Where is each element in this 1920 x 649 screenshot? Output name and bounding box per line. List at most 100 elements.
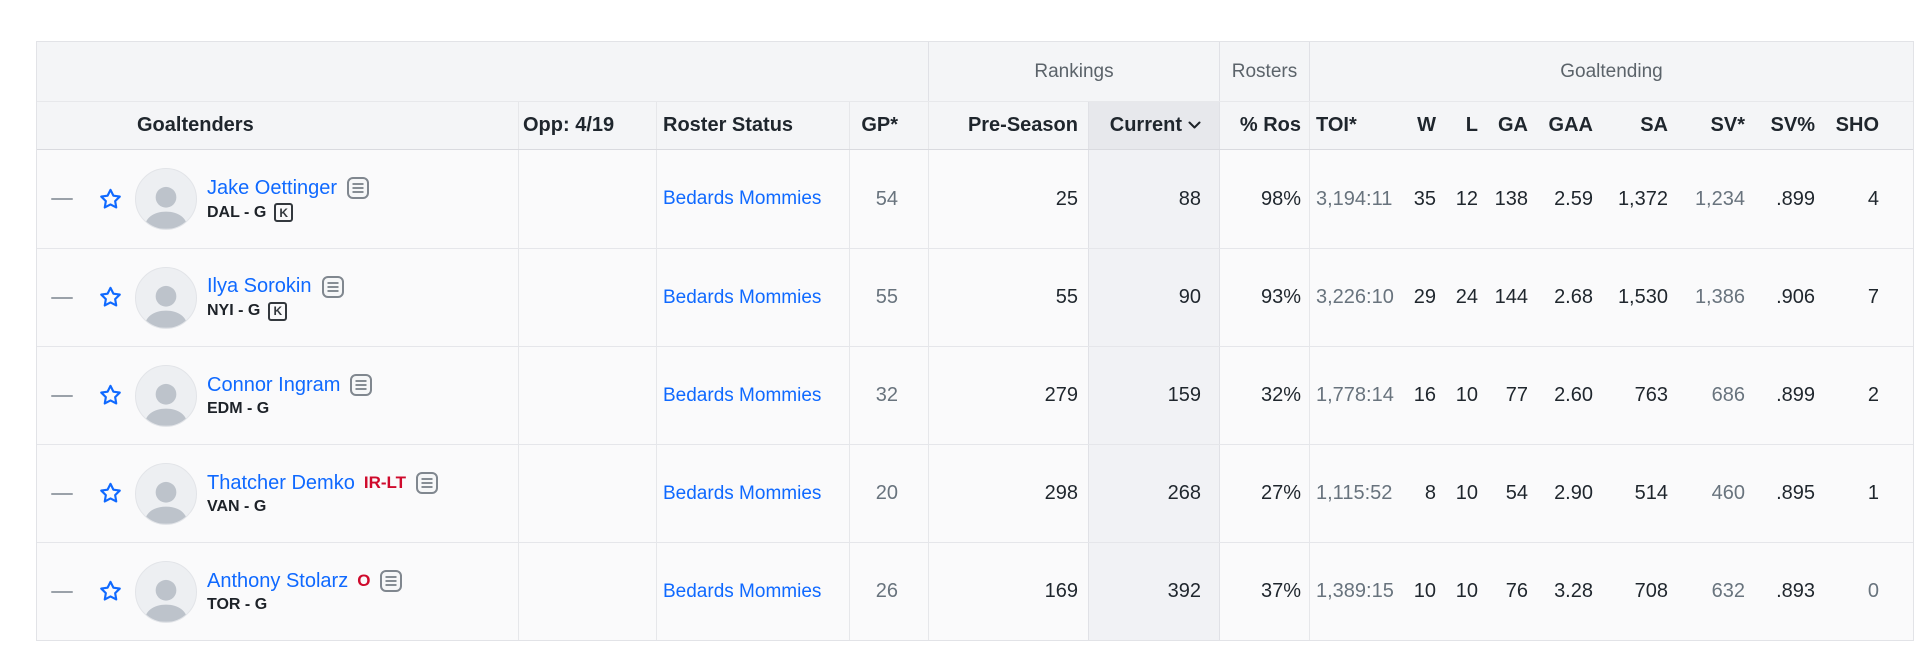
toi-value: 1,115:52 xyxy=(1316,482,1393,504)
player-note-button[interactable] xyxy=(415,471,439,495)
opponent-cell xyxy=(519,445,657,542)
watchlist-star-button[interactable] xyxy=(97,284,124,311)
gp-value: 32 xyxy=(850,347,929,444)
goals-against-value: 77 xyxy=(1505,384,1528,406)
losses-value: 10 xyxy=(1455,580,1478,602)
person-silhouette-icon xyxy=(144,285,188,328)
star-icon xyxy=(100,384,121,405)
drop-cell xyxy=(37,347,95,444)
roster-status-cell: Bedards Mommies xyxy=(657,347,850,444)
player-headshot[interactable] xyxy=(135,364,197,427)
star-icon xyxy=(100,482,121,503)
person-silhouette-icon xyxy=(144,579,188,622)
gaa-value: 2.90 xyxy=(1554,482,1593,504)
header-ga-sort[interactable]: GA xyxy=(1498,114,1528,136)
team-position-label: TOR - G xyxy=(207,596,268,613)
shutouts-value: 0 xyxy=(1867,580,1879,602)
shutouts-value: 1 xyxy=(1867,482,1879,504)
header-current-label: Current xyxy=(1109,114,1182,136)
gaa-value: 3.28 xyxy=(1554,580,1593,602)
header-l-sort[interactable]: L xyxy=(1465,114,1478,136)
injury-status-badge: IR-LT xyxy=(363,473,407,492)
losses-value: 10 xyxy=(1455,384,1478,406)
player-note-button[interactable] xyxy=(321,275,345,299)
team-position-label: EDM - G xyxy=(207,400,270,417)
roster-team-link[interactable]: Bedards Mommies xyxy=(663,384,822,406)
player-note-button[interactable] xyxy=(349,373,373,397)
header-w-sort[interactable]: W xyxy=(1417,114,1436,136)
player-name-link[interactable]: Connor Ingram xyxy=(207,373,341,396)
player-headshot[interactable] xyxy=(135,560,197,623)
shots-against-value: 708 xyxy=(1634,580,1668,602)
preseason-rank-value: 298 xyxy=(1044,482,1078,504)
header-toi-sort[interactable]: TOI* xyxy=(1316,114,1357,136)
shots-against-value: 514 xyxy=(1634,482,1668,504)
gp-value: 54 xyxy=(850,150,929,248)
drop-player-button[interactable] xyxy=(51,296,73,299)
star-cell xyxy=(95,543,135,640)
player-info: Anthony Stolarz O TOR - G K xyxy=(207,569,403,614)
header-ros-sort[interactable]: % Ros xyxy=(1220,102,1310,149)
watchlist-star-button[interactable] xyxy=(97,382,124,409)
roster-team-link[interactable]: Bedards Mommies xyxy=(663,286,822,308)
player-cell: Thatcher Demko IR-LT VAN - G K xyxy=(135,445,519,542)
team-position-label: DAL - G xyxy=(207,203,267,221)
header-svpct-sort[interactable]: SV% xyxy=(1770,114,1815,136)
player-note-button[interactable] xyxy=(346,176,370,200)
goals-against-value: 144 xyxy=(1494,286,1528,308)
goals-against-value: 76 xyxy=(1505,580,1528,602)
wins-value: 10 xyxy=(1413,580,1436,602)
shots-against-value: 1,530 xyxy=(1617,286,1668,308)
opponent-cell xyxy=(519,347,657,444)
percent-rostered-value: 32% xyxy=(1220,347,1310,444)
save-pct-value: .895 xyxy=(1776,482,1815,504)
roster-team-link[interactable]: Bedards Mommies xyxy=(663,188,822,209)
drop-player-button[interactable] xyxy=(51,394,73,397)
star-icon xyxy=(100,580,121,601)
player-cell: Jake Oettinger DAL - G K xyxy=(135,150,519,248)
wins-value: 16 xyxy=(1413,384,1436,406)
drop-cell xyxy=(37,249,95,346)
preseason-rank-value: 169 xyxy=(1044,580,1078,602)
watchlist-star-button[interactable] xyxy=(97,480,124,507)
player-headshot[interactable] xyxy=(135,266,197,329)
player-name-link[interactable]: Jake Oettinger xyxy=(207,176,338,199)
drop-player-button[interactable] xyxy=(51,492,73,495)
losses-value: 24 xyxy=(1455,286,1478,308)
player-name-link[interactable]: Ilya Sorokin xyxy=(207,275,312,297)
player-note-icon xyxy=(380,570,403,592)
header-goaltenders: Goaltenders xyxy=(135,102,519,149)
header-sa-sort[interactable]: SA xyxy=(1640,114,1668,136)
table-row: Ilya Sorokin NYI - G K xyxy=(37,248,1913,346)
header-sho-sort[interactable]: SHO xyxy=(1835,114,1879,136)
shutouts-value: 7 xyxy=(1867,286,1879,308)
header-sv-sort[interactable]: SV* xyxy=(1710,114,1745,136)
player-name-link[interactable]: Thatcher Demko xyxy=(207,471,355,494)
player-headshot[interactable] xyxy=(135,462,197,525)
player-note-button[interactable] xyxy=(379,569,403,593)
player-name-link[interactable]: Anthony Stolarz xyxy=(207,569,349,592)
drop-player-button[interactable] xyxy=(51,590,73,593)
header-gp-sort[interactable]: GP* xyxy=(850,102,929,149)
star-cell xyxy=(95,150,135,248)
player-headshot[interactable] xyxy=(135,168,197,230)
roster-team-link[interactable]: Bedards Mommies xyxy=(663,482,822,504)
table-row: Thatcher Demko IR-LT VAN - G K xyxy=(37,444,1913,542)
player-info: Thatcher Demko IR-LT VAN - G K xyxy=(207,471,439,516)
preseason-rank-value: 25 xyxy=(1055,187,1078,210)
toi-value: 1,778:14 xyxy=(1316,384,1394,406)
header-preseason-sort[interactable]: Pre-Season xyxy=(967,114,1078,136)
group-goaltending: Goaltending xyxy=(1560,60,1663,82)
current-rank-value: 90 xyxy=(1088,249,1220,346)
save-pct-value: .899 xyxy=(1776,187,1815,210)
watchlist-star-button[interactable] xyxy=(97,578,124,605)
header-current-sort[interactable]: Current xyxy=(1088,102,1220,149)
shutouts-value: 2 xyxy=(1867,384,1879,406)
drop-player-button[interactable] xyxy=(51,198,73,200)
table-row: Anthony Stolarz O TOR - G K xyxy=(37,542,1913,640)
watchlist-star-button[interactable] xyxy=(97,186,124,213)
roster-team-link[interactable]: Bedards Mommies xyxy=(663,580,822,602)
header-gaa-sort[interactable]: GAA xyxy=(1548,114,1593,136)
goals-against-value: 138 xyxy=(1494,187,1528,210)
roster-status-cell: Bedards Mommies xyxy=(657,543,850,640)
